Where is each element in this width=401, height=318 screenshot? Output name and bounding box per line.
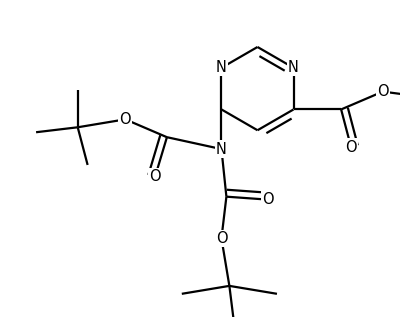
Text: N: N: [215, 60, 226, 75]
Text: N: N: [215, 142, 226, 156]
Text: O: O: [261, 192, 273, 207]
Text: O: O: [119, 112, 131, 127]
Text: O: O: [215, 231, 227, 246]
Text: O: O: [149, 169, 160, 184]
Text: O: O: [344, 140, 356, 155]
Text: N: N: [288, 60, 298, 75]
Text: O: O: [376, 84, 388, 99]
